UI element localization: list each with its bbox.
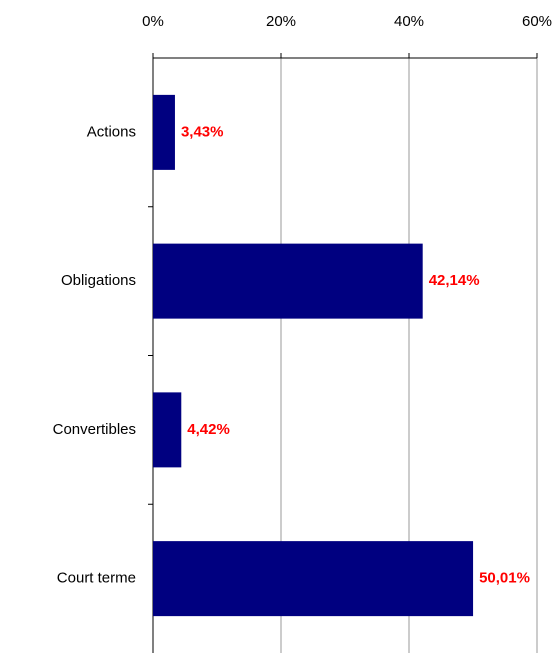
value-label: 42,14% bbox=[429, 272, 480, 289]
x-tick-label: 20% bbox=[266, 13, 296, 30]
bar bbox=[153, 243, 423, 319]
x-tick-label: 40% bbox=[394, 13, 424, 30]
bar bbox=[153, 94, 175, 170]
value-label: 4,42% bbox=[187, 421, 230, 438]
y-tick-label: Convertibles bbox=[53, 421, 136, 438]
x-tick-label: 60% bbox=[522, 13, 552, 30]
value-label: 50,01% bbox=[479, 570, 530, 587]
bar bbox=[153, 392, 182, 468]
x-tick-label: 0% bbox=[142, 13, 164, 30]
bar bbox=[153, 541, 474, 617]
y-tick-label: Obligations bbox=[61, 272, 136, 289]
value-label: 3,43% bbox=[181, 123, 224, 140]
y-tick-label: Actions bbox=[87, 123, 136, 140]
y-tick-label: Court terme bbox=[57, 570, 136, 587]
